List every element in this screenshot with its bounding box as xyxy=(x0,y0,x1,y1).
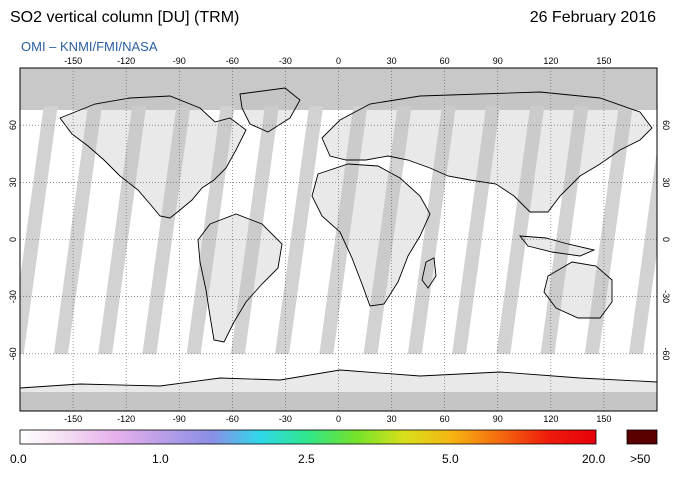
lon-tick-label-bottom: 90 xyxy=(493,414,503,424)
lon-tick-label-top: 120 xyxy=(543,56,558,66)
lon-tick-label-bottom: -60 xyxy=(226,414,239,424)
orbit-gap-band xyxy=(142,106,191,354)
lat-tick-label-right: 60 xyxy=(661,120,671,130)
data-source: OMI – KNMI/FMI/NASA xyxy=(21,39,158,54)
lon-tick-label-top: -150 xyxy=(64,56,82,66)
lon-tick-label-bottom: -150 xyxy=(64,414,82,424)
map-title: SO2 vertical column [DU] (TRM) xyxy=(10,9,240,26)
colorbar-label-2: 2.5 xyxy=(298,452,315,466)
orbit-gap-band xyxy=(363,106,412,354)
lon-tick-label-top: 0 xyxy=(336,56,341,66)
orbit-gap-band xyxy=(540,106,589,354)
lon-tick-label-top: 150 xyxy=(596,56,611,66)
colorbar-label-5: >50 xyxy=(630,452,651,466)
colorbar-label-0: 0.0 xyxy=(10,452,27,466)
orbit-gap-band xyxy=(20,106,58,354)
graticule xyxy=(20,68,657,411)
orbit-gap-band xyxy=(275,106,324,354)
axis-ticks: -150 -150 -120 -120 -90 -90 -60 -60 -30 -30 0 0 30 30… xyxy=(8,56,671,424)
orbit-gap-band xyxy=(452,106,501,354)
lon-tick-label-top: -90 xyxy=(173,56,186,66)
lon-tick-label-bottom: 60 xyxy=(440,414,450,424)
lon-tick-label-bottom: 0 xyxy=(336,414,341,424)
lat-tick-label-right: -30 xyxy=(661,290,671,303)
lon-tick-label-bottom: -90 xyxy=(173,414,186,424)
orbit-gap-band xyxy=(186,106,235,354)
orbit-gap-band xyxy=(584,106,633,354)
colorbar-label-1: 1.0 xyxy=(152,452,169,466)
lon-tick-label-top: 90 xyxy=(493,56,503,66)
orbit-gap-band xyxy=(98,106,147,354)
orbit-gap-band xyxy=(53,106,102,354)
lat-tick-label-left: -60 xyxy=(8,347,18,360)
map-frame xyxy=(19,67,658,412)
lat-tick-label-right: -60 xyxy=(661,347,671,360)
orbit-gap-band xyxy=(629,149,657,354)
lon-tick-label-bottom: 30 xyxy=(387,414,397,424)
lon-tick-label-bottom: -30 xyxy=(279,414,292,424)
map-date: 26 February 2016 xyxy=(529,9,656,26)
colorbar-label-3: 5.0 xyxy=(442,452,459,466)
orbit-gap-band xyxy=(319,106,368,354)
lat-tick-label-right: 30 xyxy=(661,177,671,187)
australia-coast xyxy=(543,261,613,319)
indonesia-islands xyxy=(519,235,596,257)
lon-tick-label-top: 30 xyxy=(387,56,397,66)
lon-tick-label-bottom: -120 xyxy=(117,414,135,424)
lon-tick-label-top: -120 xyxy=(117,56,135,66)
colorbar-label-4: 20.0 xyxy=(582,452,606,466)
lat-tick-label-left: 0 xyxy=(8,237,18,242)
lat-tick-label-right: 0 xyxy=(661,237,671,242)
lon-tick-label-top: -60 xyxy=(226,56,239,66)
lon-tick-label-bottom: 120 xyxy=(543,414,558,424)
africa-coast xyxy=(311,163,431,307)
south-america-coast xyxy=(197,213,283,343)
lon-tick-label-bottom: 150 xyxy=(596,414,611,424)
madagascar-coast xyxy=(421,257,437,289)
orbit-gap-band xyxy=(230,106,279,354)
orbit-gap-band xyxy=(496,106,545,354)
lat-tick-label-left: 60 xyxy=(8,120,18,130)
colorbar xyxy=(19,429,597,445)
north-america-coast xyxy=(59,95,247,219)
colorbar-overflow xyxy=(626,429,658,445)
orbit-gap-band xyxy=(407,106,456,354)
lat-tick-label-left: -30 xyxy=(8,290,18,303)
lon-tick-label-top: -30 xyxy=(279,56,292,66)
lon-tick-label-top: 60 xyxy=(440,56,450,66)
orbit-swath-gaps xyxy=(20,106,657,354)
lat-tick-label-left: 30 xyxy=(8,177,18,187)
eurasia-coast xyxy=(321,91,653,213)
